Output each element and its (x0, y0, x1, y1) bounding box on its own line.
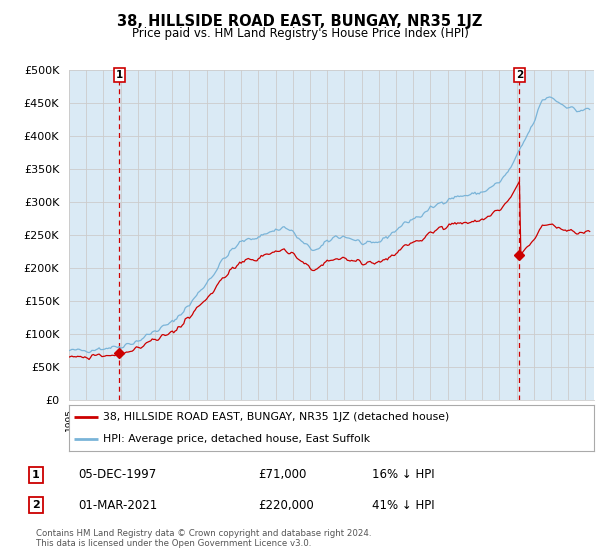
Text: Contains HM Land Registry data © Crown copyright and database right 2024.
This d: Contains HM Land Registry data © Crown c… (36, 529, 371, 548)
Text: 41% ↓ HPI: 41% ↓ HPI (372, 498, 434, 512)
Text: £220,000: £220,000 (258, 498, 314, 512)
Text: 1: 1 (116, 70, 123, 80)
Text: 1: 1 (32, 470, 40, 480)
Text: 2: 2 (32, 500, 40, 510)
Text: HPI: Average price, detached house, East Suffolk: HPI: Average price, detached house, East… (103, 435, 370, 444)
Text: 2: 2 (516, 70, 523, 80)
Text: 38, HILLSIDE ROAD EAST, BUNGAY, NR35 1JZ (detached house): 38, HILLSIDE ROAD EAST, BUNGAY, NR35 1JZ… (103, 412, 449, 422)
Text: £71,000: £71,000 (258, 468, 307, 482)
Text: 05-DEC-1997: 05-DEC-1997 (78, 468, 156, 482)
Text: 38, HILLSIDE ROAD EAST, BUNGAY, NR35 1JZ: 38, HILLSIDE ROAD EAST, BUNGAY, NR35 1JZ (118, 14, 482, 29)
Text: 01-MAR-2021: 01-MAR-2021 (78, 498, 157, 512)
Text: 16% ↓ HPI: 16% ↓ HPI (372, 468, 434, 482)
Text: Price paid vs. HM Land Registry's House Price Index (HPI): Price paid vs. HM Land Registry's House … (131, 27, 469, 40)
